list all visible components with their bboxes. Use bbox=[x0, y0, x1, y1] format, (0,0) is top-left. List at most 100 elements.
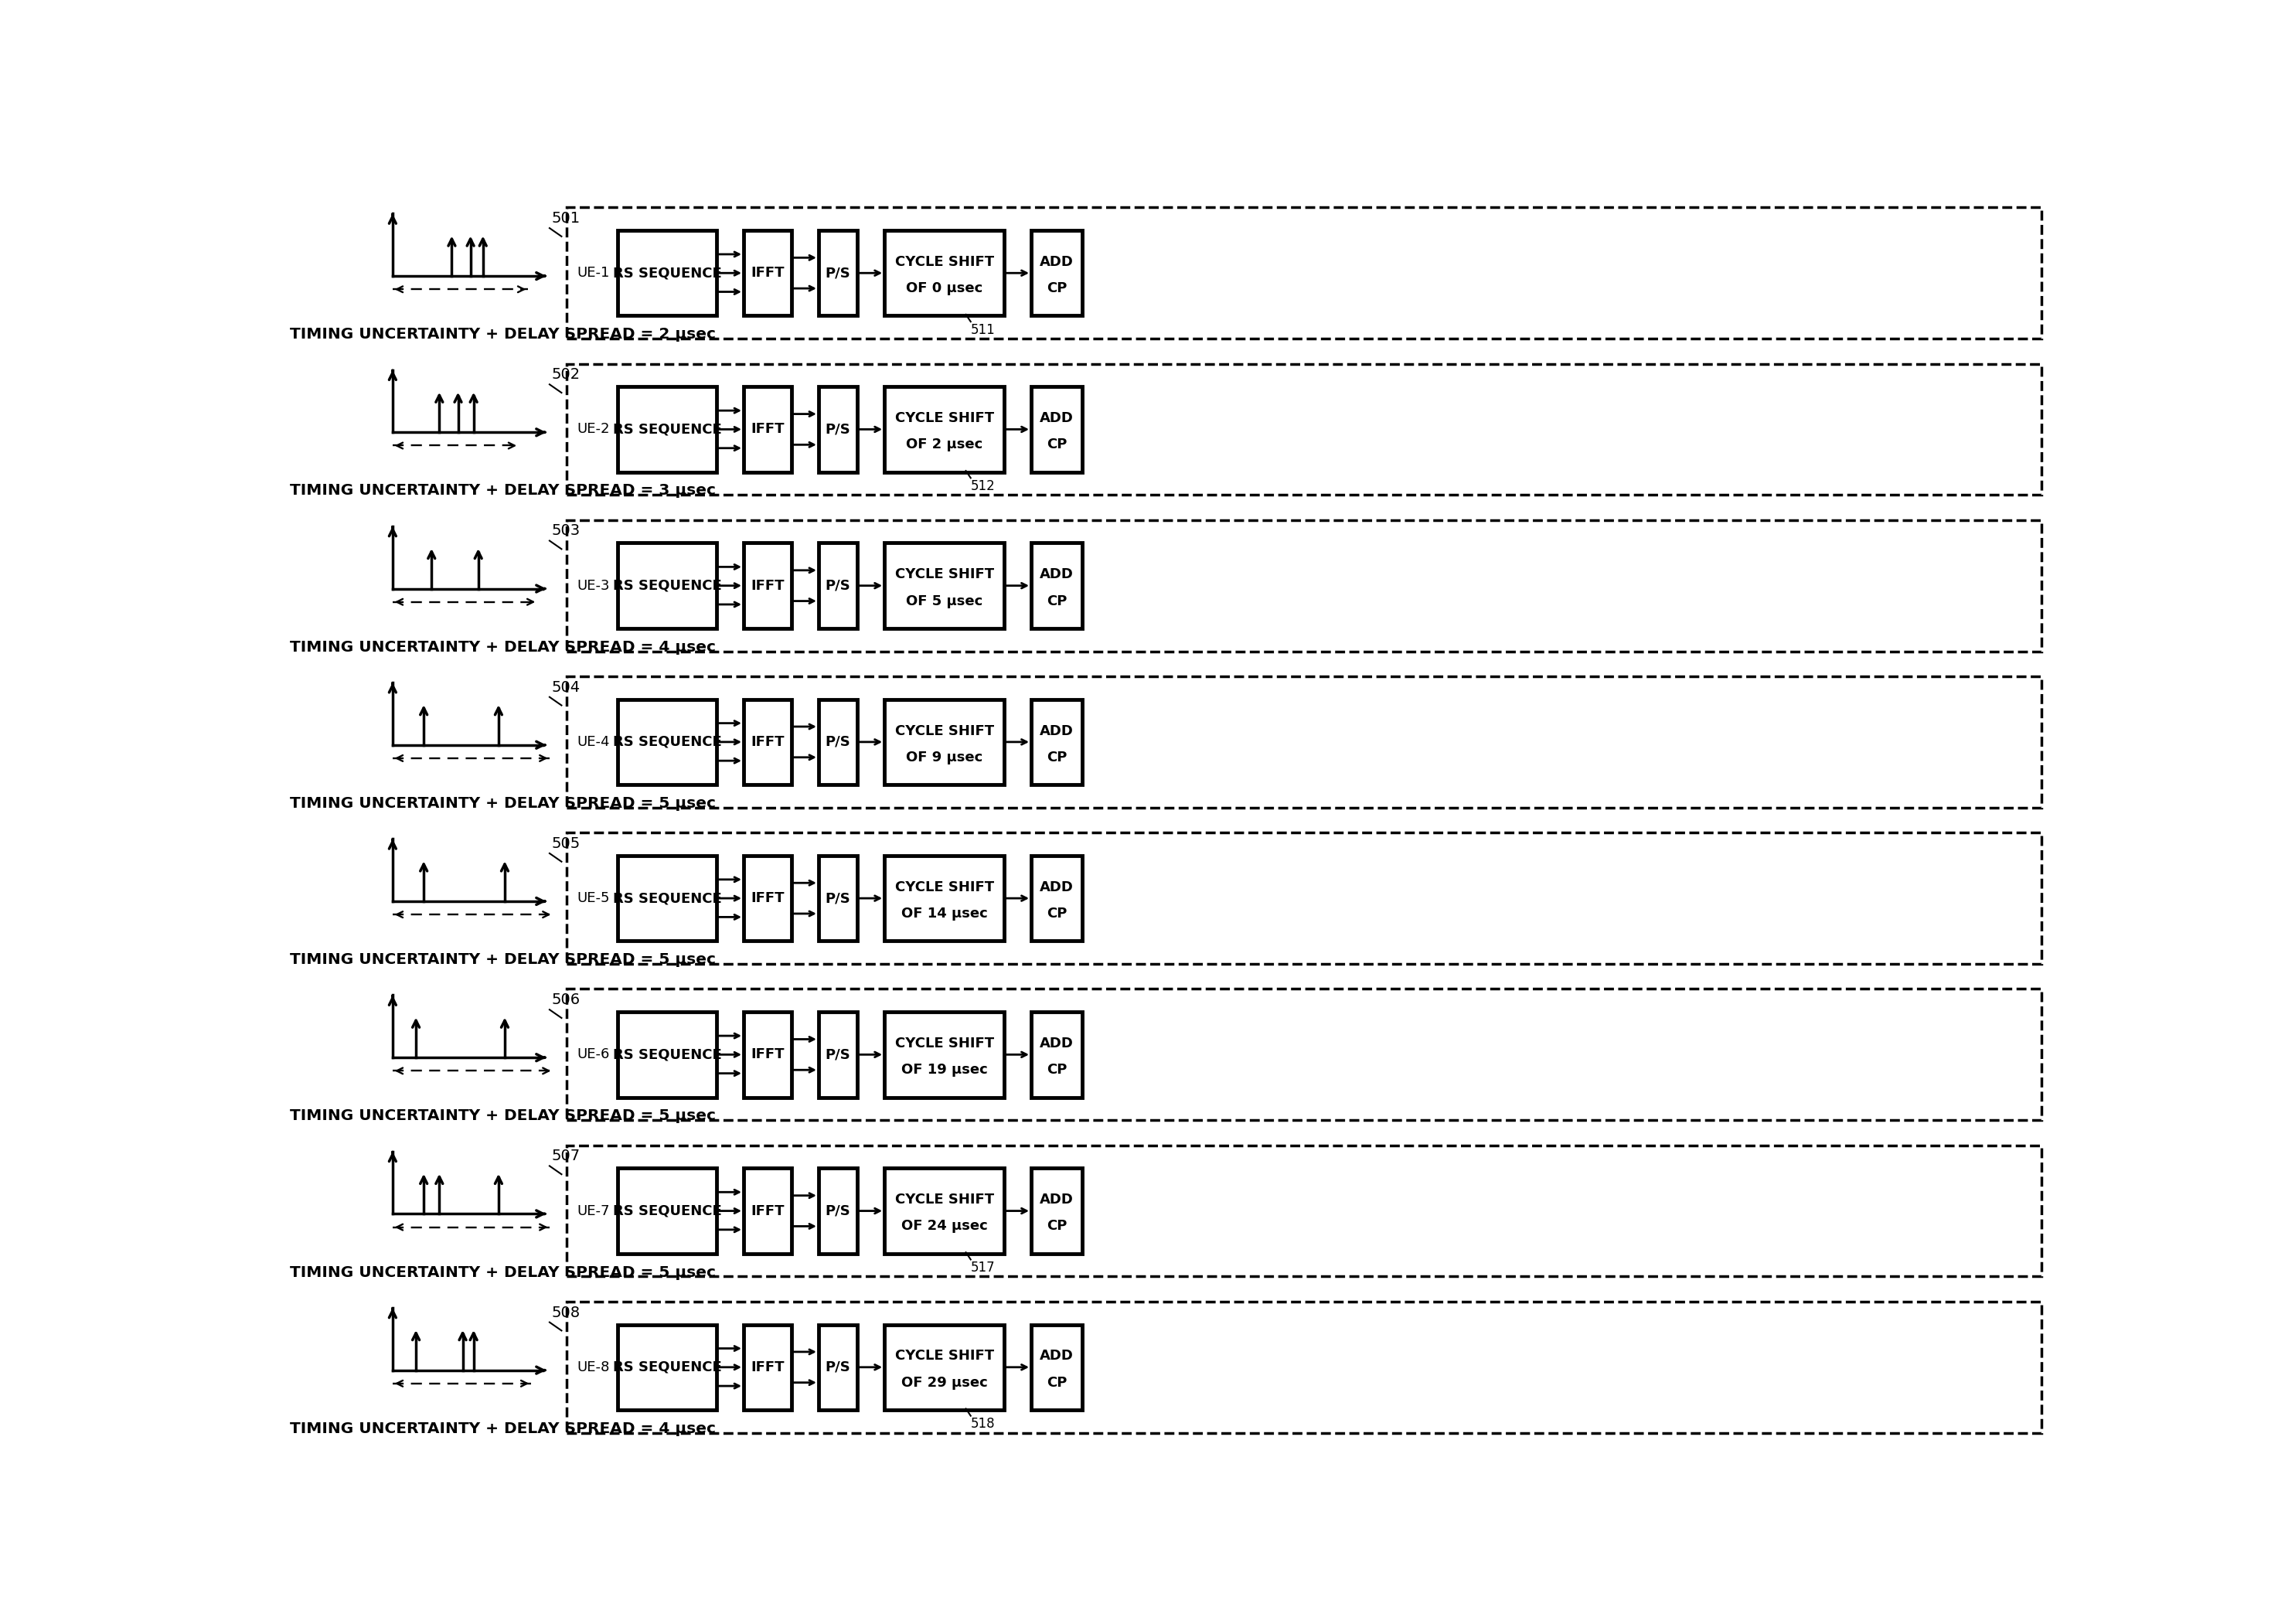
Bar bbox=[567, 520, 2041, 651]
Text: RS SEQUENCE: RS SEQUENCE bbox=[613, 1203, 722, 1218]
Text: CYCLE SHIFT: CYCLE SHIFT bbox=[895, 1194, 993, 1207]
Text: CP: CP bbox=[1046, 1220, 1066, 1233]
Text: TIMING UNCERTAINTY + DELAY SPREAD = 2 μsec: TIMING UNCERTAINTY + DELAY SPREAD = 2 μs… bbox=[289, 326, 715, 341]
Text: UE-1: UE-1 bbox=[576, 266, 611, 279]
Text: TIMING UNCERTAINTY + DELAY SPREAD = 5 μsec: TIMING UNCERTAINTY + DELAY SPREAD = 5 μs… bbox=[289, 1109, 715, 1124]
Bar bbox=[1032, 387, 1082, 473]
Bar bbox=[1032, 231, 1082, 315]
Bar bbox=[617, 1325, 718, 1410]
Bar bbox=[884, 856, 1005, 940]
Text: P/S: P/S bbox=[825, 578, 850, 593]
Bar bbox=[1032, 1012, 1082, 1098]
Bar bbox=[743, 1168, 790, 1254]
Text: CYCLE SHIFT: CYCLE SHIFT bbox=[895, 1036, 993, 1051]
Text: RS SEQUENCE: RS SEQUENCE bbox=[613, 1047, 722, 1062]
Text: OF 19 μsec: OF 19 μsec bbox=[902, 1064, 989, 1077]
Bar bbox=[567, 676, 2041, 807]
Bar bbox=[617, 231, 718, 315]
Text: IFFT: IFFT bbox=[752, 578, 784, 593]
Text: OF 14 μsec: OF 14 μsec bbox=[902, 906, 989, 921]
Text: TIMING UNCERTAINTY + DELAY SPREAD = 4 μsec: TIMING UNCERTAINTY + DELAY SPREAD = 4 μs… bbox=[289, 1421, 715, 1436]
Text: ADD: ADD bbox=[1039, 255, 1073, 270]
Text: 512: 512 bbox=[970, 479, 995, 494]
Text: IFFT: IFFT bbox=[752, 1203, 784, 1218]
Text: ADD: ADD bbox=[1039, 1036, 1073, 1051]
Text: IFFT: IFFT bbox=[752, 266, 784, 279]
Bar bbox=[1032, 542, 1082, 628]
Bar bbox=[884, 1012, 1005, 1098]
Text: P/S: P/S bbox=[825, 1047, 850, 1062]
Text: UE-3: UE-3 bbox=[576, 578, 611, 593]
Bar bbox=[818, 1012, 857, 1098]
Text: IFFT: IFFT bbox=[752, 736, 784, 749]
Bar bbox=[743, 231, 790, 315]
Text: CP: CP bbox=[1046, 281, 1066, 296]
Text: CP: CP bbox=[1046, 750, 1066, 765]
Bar bbox=[884, 542, 1005, 628]
Text: CP: CP bbox=[1046, 438, 1066, 451]
Bar bbox=[818, 1325, 857, 1410]
Bar bbox=[617, 1012, 718, 1098]
Text: CYCLE SHIFT: CYCLE SHIFT bbox=[895, 568, 993, 581]
Text: RS SEQUENCE: RS SEQUENCE bbox=[613, 892, 722, 905]
Text: P/S: P/S bbox=[825, 1361, 850, 1374]
Text: 517: 517 bbox=[970, 1260, 995, 1275]
Bar bbox=[567, 833, 2041, 965]
Bar bbox=[884, 700, 1005, 784]
Text: RS SEQUENCE: RS SEQUENCE bbox=[613, 266, 722, 279]
Bar bbox=[818, 700, 857, 784]
Text: UE-5: UE-5 bbox=[576, 892, 611, 905]
Text: P/S: P/S bbox=[825, 892, 850, 905]
Bar bbox=[818, 856, 857, 940]
Text: IFFT: IFFT bbox=[752, 422, 784, 437]
Text: CYCLE SHIFT: CYCLE SHIFT bbox=[895, 411, 993, 425]
Bar bbox=[818, 1168, 857, 1254]
Text: RS SEQUENCE: RS SEQUENCE bbox=[613, 1361, 722, 1374]
Text: IFFT: IFFT bbox=[752, 892, 784, 905]
Text: ADD: ADD bbox=[1039, 880, 1073, 895]
Text: RS SEQUENCE: RS SEQUENCE bbox=[613, 422, 722, 437]
Text: 504: 504 bbox=[551, 680, 581, 695]
Bar bbox=[567, 1301, 2041, 1432]
Text: OF 29 μsec: OF 29 μsec bbox=[902, 1376, 989, 1390]
Text: 505: 505 bbox=[551, 836, 581, 851]
Text: ADD: ADD bbox=[1039, 1350, 1073, 1363]
Text: P/S: P/S bbox=[825, 1203, 850, 1218]
Text: ADD: ADD bbox=[1039, 1194, 1073, 1207]
Text: TIMING UNCERTAINTY + DELAY SPREAD = 5 μsec: TIMING UNCERTAINTY + DELAY SPREAD = 5 μs… bbox=[289, 1265, 715, 1280]
Text: UE-2: UE-2 bbox=[576, 422, 611, 437]
Text: OF 5 μsec: OF 5 μsec bbox=[907, 594, 982, 607]
Text: P/S: P/S bbox=[825, 736, 850, 749]
Bar bbox=[818, 542, 857, 628]
Bar bbox=[567, 989, 2041, 1121]
Text: UE-7: UE-7 bbox=[576, 1203, 611, 1218]
Text: 503: 503 bbox=[551, 523, 581, 538]
Text: UE-8: UE-8 bbox=[576, 1361, 611, 1374]
Text: IFFT: IFFT bbox=[752, 1047, 784, 1062]
Bar bbox=[818, 387, 857, 473]
Text: OF 2 μsec: OF 2 μsec bbox=[907, 438, 982, 451]
Bar bbox=[884, 231, 1005, 315]
Text: OF 24 μsec: OF 24 μsec bbox=[902, 1220, 989, 1233]
Text: P/S: P/S bbox=[825, 422, 850, 437]
Text: CP: CP bbox=[1046, 1376, 1066, 1390]
Text: TIMING UNCERTAINTY + DELAY SPREAD = 5 μsec: TIMING UNCERTAINTY + DELAY SPREAD = 5 μs… bbox=[289, 796, 715, 810]
Bar bbox=[617, 856, 718, 940]
Text: OF 0 μsec: OF 0 μsec bbox=[907, 281, 982, 296]
Text: UE-6: UE-6 bbox=[576, 1047, 611, 1062]
Text: 502: 502 bbox=[551, 367, 581, 382]
Bar bbox=[617, 387, 718, 473]
Bar bbox=[617, 1168, 718, 1254]
Bar bbox=[743, 1012, 790, 1098]
Bar bbox=[1032, 856, 1082, 940]
Text: CYCLE SHIFT: CYCLE SHIFT bbox=[895, 724, 993, 737]
Bar bbox=[818, 231, 857, 315]
Bar bbox=[743, 387, 790, 473]
Text: CYCLE SHIFT: CYCLE SHIFT bbox=[895, 255, 993, 270]
Bar bbox=[567, 364, 2041, 495]
Bar bbox=[567, 208, 2041, 339]
Text: 506: 506 bbox=[551, 992, 581, 1007]
Text: 507: 507 bbox=[551, 1148, 581, 1163]
Text: 511: 511 bbox=[970, 323, 995, 336]
Bar bbox=[617, 700, 718, 784]
